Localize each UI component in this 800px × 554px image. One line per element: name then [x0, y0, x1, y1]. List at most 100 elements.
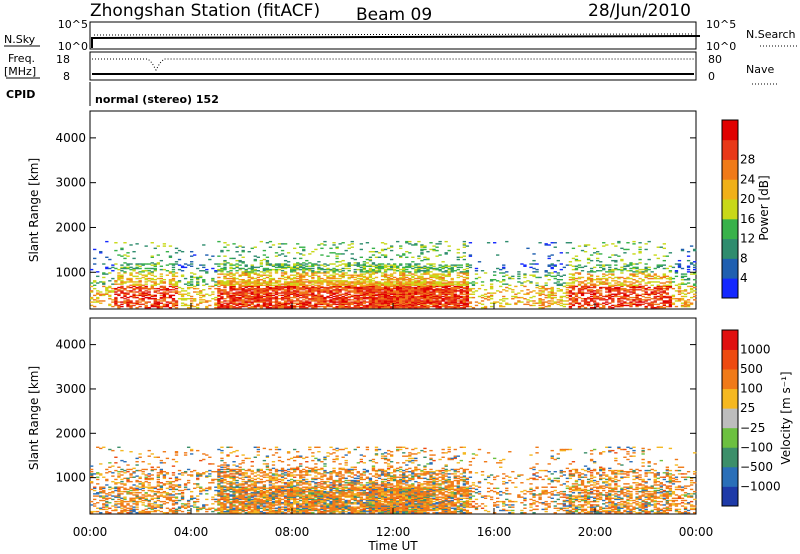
echo-cell: [432, 245, 436, 247]
echo-cell: [335, 277, 339, 280]
echo-cell: [635, 285, 639, 288]
echo-cell: [371, 282, 376, 284]
echo-cell: [223, 304, 227, 307]
echo-cell: [623, 295, 627, 298]
echo-cell: [93, 257, 97, 260]
echo-cell: [559, 300, 563, 302]
echo-cell: [341, 286, 345, 289]
echo-cell: [232, 281, 236, 283]
echo-cell: [426, 289, 430, 291]
echo-cell: [326, 300, 330, 302]
echo-cell: [611, 301, 615, 303]
echo-cell: [402, 301, 406, 303]
echo-cell: [496, 301, 500, 303]
echo-cell: [538, 298, 542, 300]
echo-cell: [105, 286, 109, 289]
echo-cell: [359, 298, 363, 300]
echo-cell: [459, 275, 463, 278]
echo-cell: [565, 252, 570, 254]
echo-cell: [323, 302, 327, 304]
echo-cell: [256, 286, 260, 289]
echo-cell: [465, 264, 470, 266]
echo-cell: [132, 267, 136, 270]
echo-cell: [302, 301, 306, 303]
power-ylabel: Slant Range [km]: [27, 158, 41, 262]
echo-cell: [456, 306, 460, 309]
echo-cell: [692, 284, 697, 287]
echo-cell: [523, 265, 527, 267]
echo-cell: [414, 292, 418, 294]
echo-cell: [589, 304, 594, 307]
echo-cell: [305, 301, 309, 303]
echo-cell: [350, 301, 354, 303]
echo-cell: [135, 485, 139, 487]
echo-cell: [596, 303, 600, 306]
echo-cell: [374, 298, 379, 300]
echo-cell: [177, 506, 182, 508]
echo-cell: [441, 277, 445, 280]
echo-cell: [123, 490, 127, 493]
echo-cell: [159, 277, 164, 280]
echo-cell: [668, 286, 673, 289]
echo-cell: [286, 275, 291, 278]
echo-cell: [441, 289, 445, 291]
echo-cell: [262, 267, 267, 270]
echo-cell: [132, 488, 136, 491]
echo-cell: [165, 250, 170, 253]
echo-cell: [274, 289, 279, 291]
echo-cell: [177, 281, 182, 283]
echo-cell: [280, 305, 285, 308]
echo-cell: [96, 478, 100, 481]
echo-cell: [311, 296, 315, 299]
echo-cell: [141, 286, 145, 289]
echo-cell: [205, 305, 209, 308]
echo-cell: [556, 278, 560, 281]
echo-cell: [689, 296, 694, 299]
echo-cell: [468, 264, 473, 266]
echo-cell: [153, 504, 157, 506]
echo-cell: [393, 286, 397, 289]
echo-cell: [465, 282, 470, 284]
echo-cell: [265, 300, 270, 302]
echo-cell: [114, 303, 118, 306]
echo-cell: [320, 243, 324, 245]
echo-cell: [426, 301, 430, 303]
echo-cell: [99, 496, 103, 498]
echo-cell: [305, 267, 309, 270]
echo-cell: [402, 289, 406, 291]
echo-cell: [247, 278, 251, 281]
echo-cell: [196, 278, 200, 281]
echo-cell: [277, 277, 282, 280]
echo-cell: [317, 268, 321, 271]
echo-cell: [426, 268, 430, 271]
echo-cell: [229, 282, 233, 284]
echo-cell: [662, 282, 666, 284]
echo-cell: [583, 298, 588, 300]
echo-cell: [247, 285, 251, 288]
echo-cell: [344, 294, 348, 297]
echo-cell: [250, 287, 254, 290]
echo-cell: [386, 290, 391, 292]
echo-cell: [632, 287, 636, 290]
echo-cell: [532, 275, 536, 278]
echo-cell: [96, 493, 100, 495]
echo-cell: [299, 268, 303, 271]
echo-cell: [580, 289, 585, 291]
echo-cell: [462, 290, 467, 292]
echo-cell: [286, 264, 291, 266]
echo-cell: [171, 503, 176, 505]
echo-cell: [423, 277, 427, 280]
echo-cell: [305, 281, 309, 283]
echo-cell: [362, 287, 367, 290]
echo-cell: [135, 291, 139, 293]
echo-cell: [299, 284, 303, 287]
echo-cell: [462, 283, 467, 285]
echo-cell: [447, 275, 451, 278]
echo-cell: [156, 474, 160, 476]
y-tick-label: 1000: [55, 265, 86, 279]
echo-cell: [514, 293, 518, 295]
echo-cell: [465, 305, 470, 308]
echo-cell: [265, 262, 270, 264]
echo-cell: [408, 282, 412, 284]
echo-cell: [365, 265, 370, 267]
